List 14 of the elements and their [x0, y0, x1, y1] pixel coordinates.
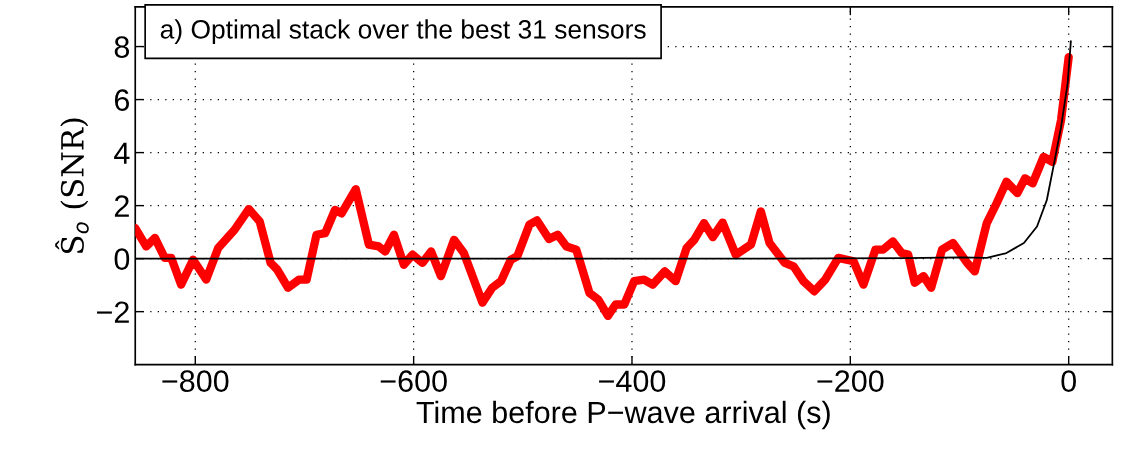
x-tick-label: −200	[817, 370, 884, 392]
y-axis-title: Ŝ$_{o}$ (SNR)	[55, 118, 89, 253]
x-tick-label: −600	[380, 370, 447, 392]
y-tick-label: 2	[114, 195, 129, 217]
x-axis-title: Time before P−wave arrival (s)	[416, 400, 830, 430]
x-tick-label: 0	[1061, 370, 1076, 392]
x-tick-label: −800	[162, 370, 229, 392]
y-tick-label: 8	[114, 36, 130, 58]
y-tick-label: 4	[114, 142, 130, 164]
annotation: a) Optimal stack over the best 31 sensors	[160, 19, 646, 44]
y-tick-label: 6	[114, 89, 130, 111]
x-tick-label: −400	[599, 370, 666, 392]
y-tick-label: 0	[114, 248, 130, 270]
y-tick-label: −2	[97, 301, 129, 323]
